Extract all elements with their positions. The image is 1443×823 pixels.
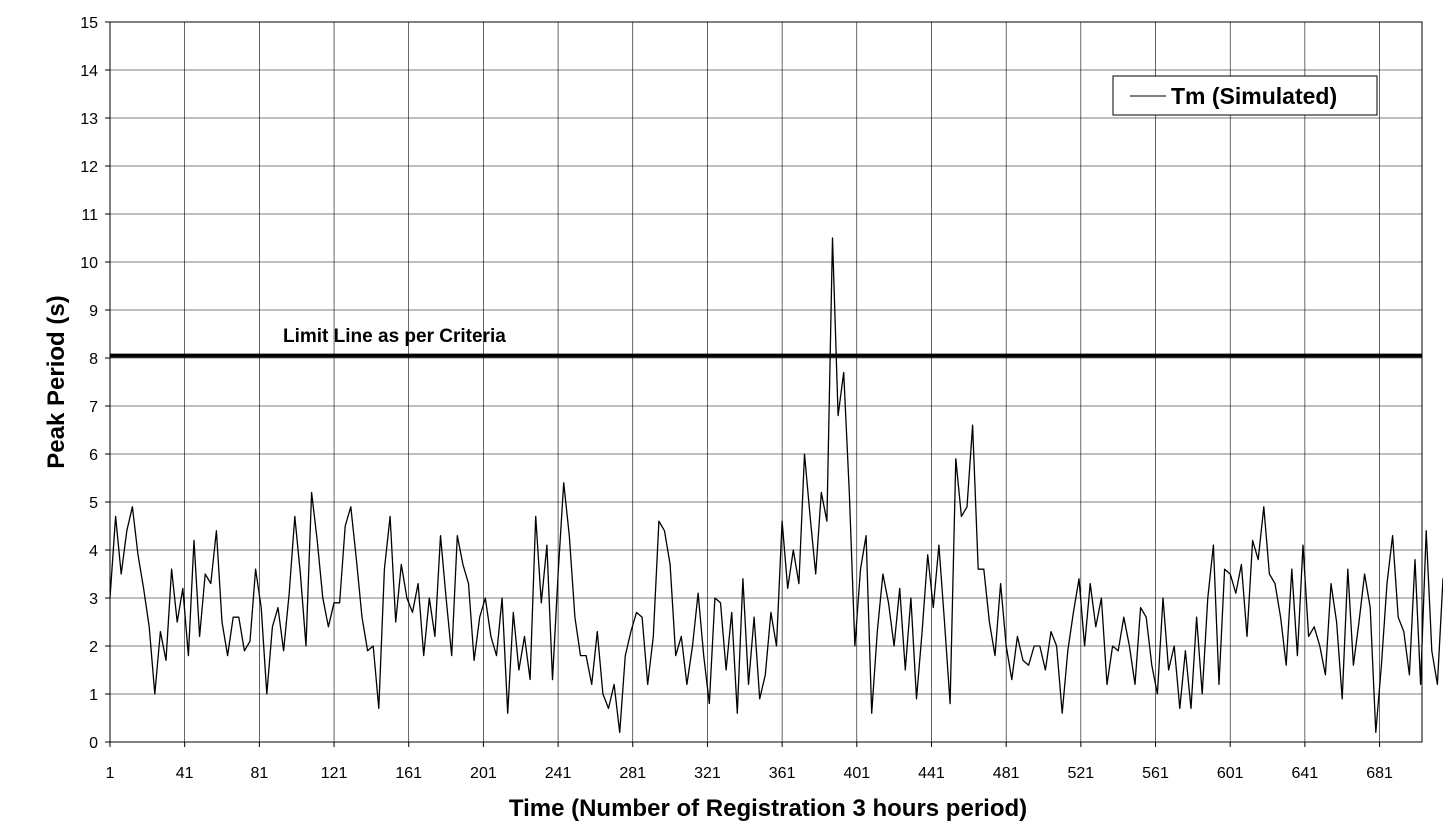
y-tick-label: 7 (89, 399, 98, 416)
y-tick-label: 0 (89, 735, 98, 752)
y-tick-label: 8 (89, 351, 98, 368)
y-tick-label: 15 (80, 15, 98, 32)
x-tick-label: 281 (619, 765, 646, 782)
grid (105, 21, 1422, 747)
y-tick-label: 3 (89, 591, 98, 608)
x-axis-title: Time (Number of Registration 3 hours per… (509, 795, 1027, 822)
legend-label: Tm (Simulated) (1171, 83, 1337, 109)
x-tick-labels: 1 41 81 121 161 201 241 281 321 361 401 441 481 521 56… (106, 765, 1393, 782)
series-line-tm-simulated (109, 237, 1443, 734)
x-tick-label: 521 (1067, 765, 1094, 782)
y-tick-label: 12 (80, 159, 98, 176)
x-tick-label: 41 (176, 765, 194, 782)
x-tick-label: 81 (250, 765, 268, 782)
x-tick-label: 1 (106, 765, 115, 782)
annotation-limit-line: Limit Line as per Criteria (283, 326, 506, 347)
legend: Tm (Simulated) (1112, 75, 1378, 116)
x-tick-label: 361 (769, 765, 796, 782)
y-tick-label: 6 (89, 447, 98, 464)
plot-area-border (109, 21, 1423, 743)
x-tick-label: 241 (545, 765, 572, 782)
x-tick-label: 681 (1366, 765, 1393, 782)
x-tick-label: 321 (694, 765, 721, 782)
x-tick-label: 561 (1142, 765, 1169, 782)
x-tick-label: 401 (843, 765, 870, 782)
x-tick-label: 481 (993, 765, 1020, 782)
y-tick-label: 14 (80, 63, 98, 80)
x-tick-label: 201 (470, 765, 497, 782)
x-tick-label: 161 (395, 765, 422, 782)
y-tick-label: 4 (89, 543, 98, 560)
y-tick-label: 5 (89, 495, 98, 512)
x-tick-label: 601 (1217, 765, 1244, 782)
x-tick-label: 641 (1292, 765, 1319, 782)
y-tick-label: 2 (89, 639, 98, 656)
y-axis-title: Peak Period (s) (43, 295, 70, 468)
y-tick-label: 10 (80, 255, 98, 272)
y-tick-label: 11 (81, 207, 98, 224)
x-tick-label: 441 (918, 765, 945, 782)
x-tick-label: 121 (321, 765, 348, 782)
y-tick-label: 13 (80, 111, 98, 128)
series-layer (109, 237, 1443, 734)
y-tick-label: 9 (89, 303, 98, 320)
y-tick-label: 1 (89, 687, 98, 704)
